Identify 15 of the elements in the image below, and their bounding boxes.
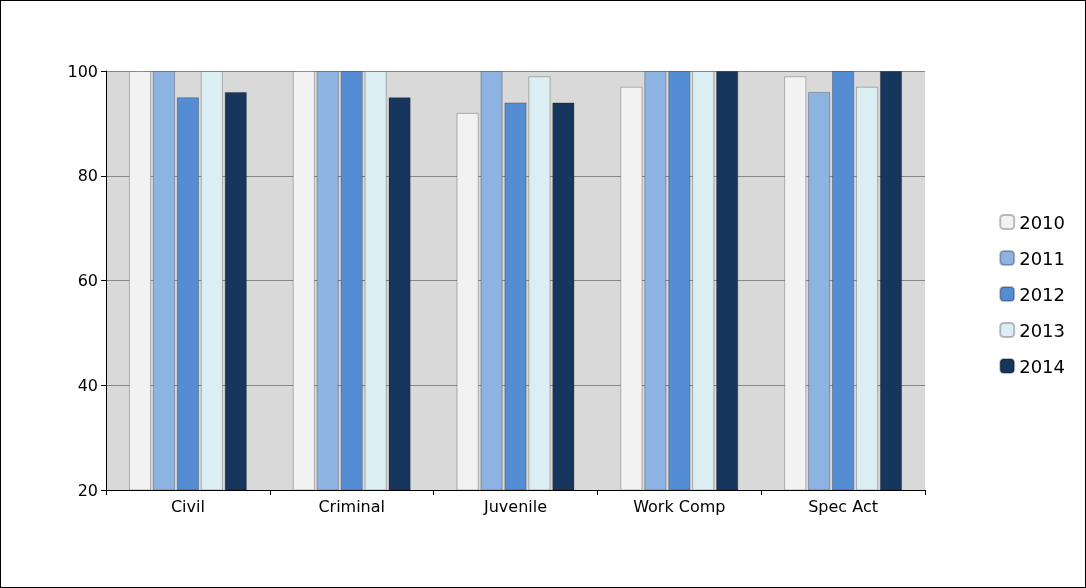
legend-label: 2013 [1019,319,1065,341]
legend-label: 2010 [1019,211,1065,233]
x-tick-label: Work Comp [633,496,726,516]
x-tick-label: Civil [170,496,205,516]
legend-label: 2012 [1019,283,1065,305]
x-tick-label: Juvenile [482,496,548,516]
x-tick-label: Spec Act [808,496,878,516]
y-tick-label: 40 [77,375,98,395]
x-tick-label: Criminal [318,496,386,516]
y-tick-label: 80 [77,166,98,186]
y-tick-label: 60 [77,271,98,290]
y-tick-label: 20 [77,480,98,500]
legend-label: 2011 [1019,247,1065,269]
legend-label: 2014 [1019,355,1065,377]
y-tick-label: 100 [67,61,98,81]
